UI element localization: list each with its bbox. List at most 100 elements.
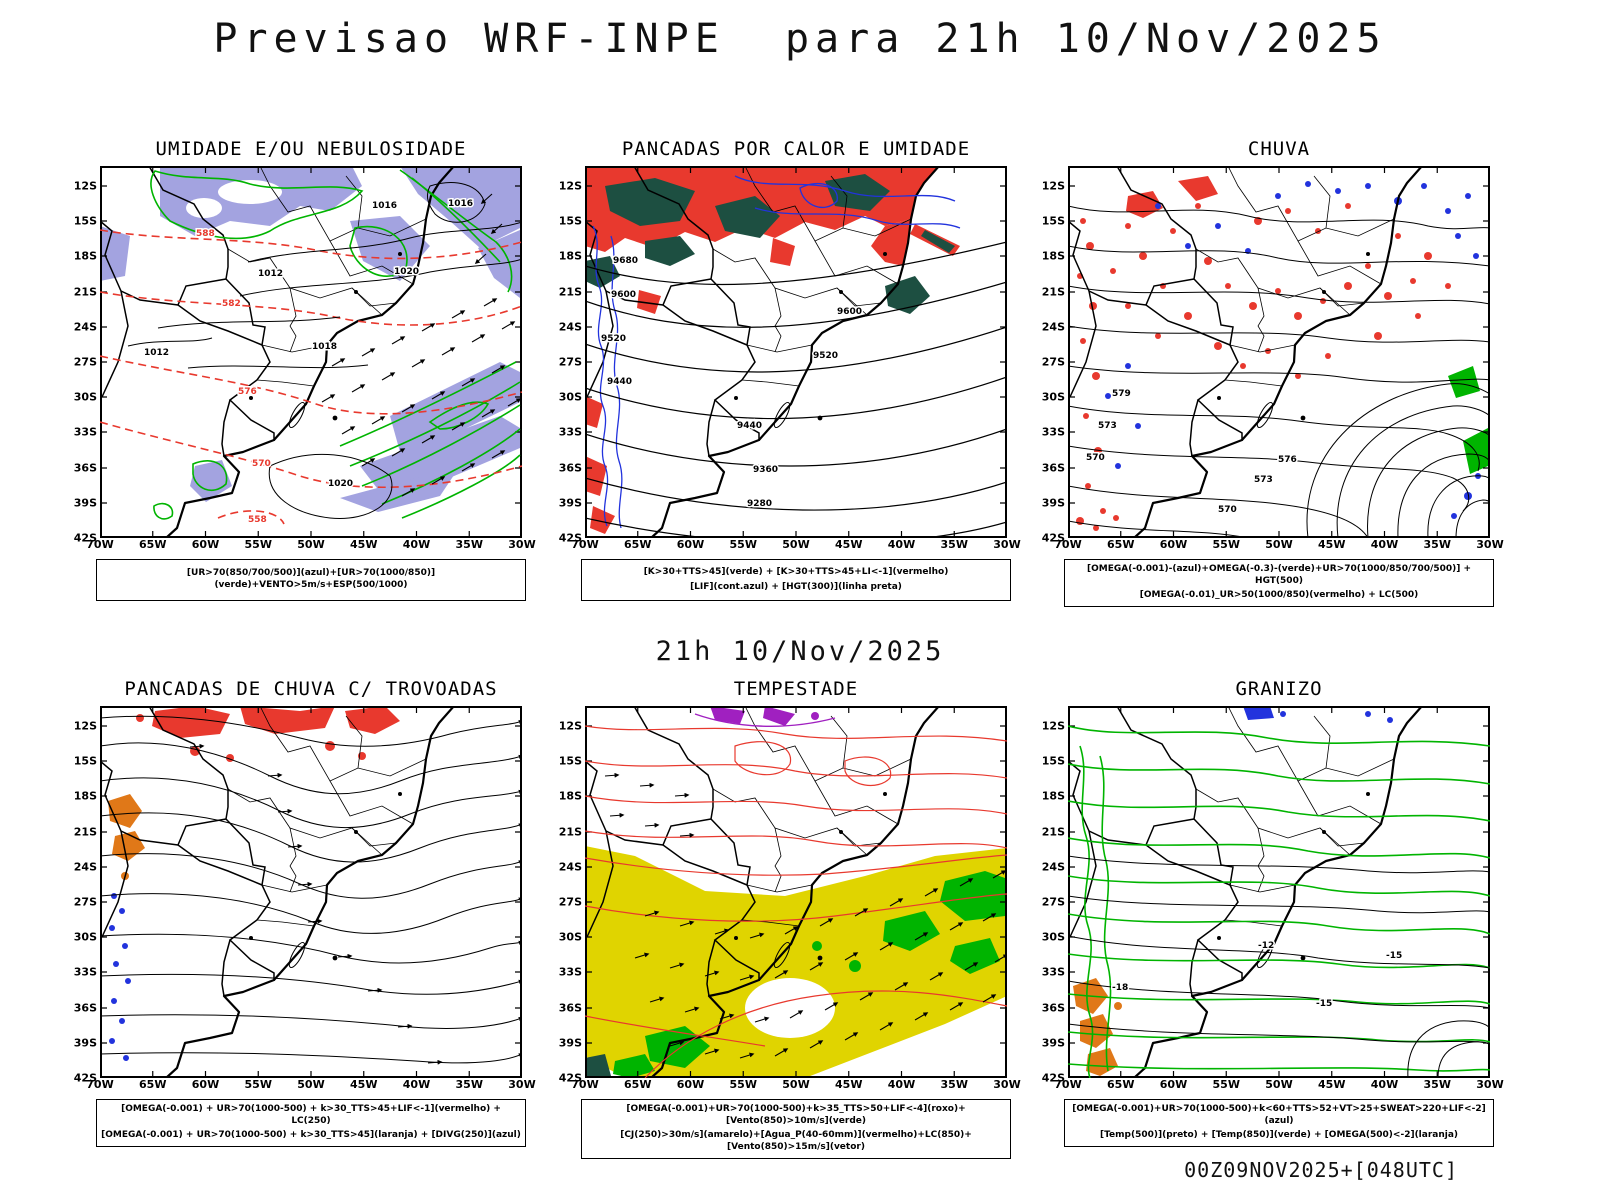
- contour-labels: 588 582 576 570 558 1016 1012 1016 1018 1020 1012 1…: [143, 198, 475, 527]
- map-granizo: -12 -15 -18 -15: [1068, 706, 1490, 1078]
- lat-tick-label: 24S: [1041, 320, 1065, 334]
- lat-tick-label: 12S: [73, 179, 97, 193]
- caption-box-chuva: [OMEGA(-0.001)-(azul)+OMEGA(-0.3)-(verde…: [1064, 559, 1494, 608]
- lat-tick-label: 18S: [73, 249, 97, 263]
- latitude-axis: 12S 15S 18S 21S 24S 27S 30S 33S 36S 39S 42S: [551, 706, 585, 1084]
- lon-tick-label: 45W: [835, 1078, 863, 1091]
- lon-tick-label: 65W: [139, 1078, 167, 1091]
- lat-tick-label: 24S: [73, 320, 97, 334]
- svg-text:9440: 9440: [607, 377, 632, 387]
- lon-tick-label: 50W: [297, 1078, 325, 1091]
- lon-tick-label: 55W: [729, 1078, 757, 1091]
- panel-pancadas-calor: PANCADAS POR CALOR E UMIDADE 12S 15S 18S 21…: [551, 138, 1021, 601]
- lat-tick-label: 39S: [73, 496, 97, 510]
- panel-title-umidade: UMIDADE E/OU NEBULOSIDADE: [155, 138, 467, 160]
- svg-text:558: 558: [248, 515, 267, 525]
- svg-text:1016: 1016: [372, 201, 397, 211]
- svg-text:1012: 1012: [258, 269, 283, 279]
- lon-tick-label: 35W: [1423, 1078, 1451, 1091]
- lat-tick-label: 27S: [73, 355, 97, 369]
- lat-tick-label: 27S: [1041, 895, 1065, 909]
- lon-tick-label: 55W: [729, 538, 757, 551]
- lon-tick-label: 65W: [1107, 538, 1135, 551]
- caption-box-umidade: [UR>70(850/700/500)](azul)+[UR>70(1000/8…: [96, 559, 526, 601]
- thunderstorm-shading-layer: [108, 706, 400, 1061]
- svg-text:-12: -12: [1258, 941, 1274, 951]
- lat-tick-label: 30S: [558, 390, 582, 404]
- lat-tick-label: 42S: [73, 531, 97, 545]
- lon-tick-label: 60W: [676, 538, 705, 551]
- panel-title-trovoadas: PANCADAS DE CHUVA C/ TROVOADAS: [124, 678, 498, 700]
- lon-tick-label: 65W: [624, 538, 652, 551]
- lon-tick-label: 55W: [244, 538, 272, 551]
- lat-tick-label: 36S: [1041, 461, 1065, 475]
- lon-tick-label: 30W: [993, 538, 1021, 551]
- lat-tick-label: 42S: [1041, 531, 1065, 545]
- lat-tick-label: 27S: [1041, 355, 1065, 369]
- lon-tick-label: 60W: [1159, 538, 1188, 551]
- lat-tick-label: 15S: [1041, 754, 1065, 768]
- valid-time-label: 21h 10/Nov/2025: [655, 636, 945, 667]
- longitude-axis: 70W 65W 60W 55W 50W 45W 40W 35W 30W: [571, 1078, 1020, 1094]
- svg-text:9440: 9440: [737, 421, 762, 431]
- lifted-index-contours: [592, 175, 961, 529]
- map-canvas-umidade: 588 582 576 570 558 1016 1012 1016 1018 1020 1012 1…: [100, 166, 522, 538]
- lat-tick-label: 33S: [1041, 965, 1065, 979]
- lon-tick-label: 50W: [782, 538, 810, 551]
- svg-text:1016: 1016: [448, 199, 473, 209]
- caption-line: [OMEGA(-0.001)+UR>70(1000-500)+k<60+TTS>…: [1072, 1104, 1486, 1126]
- lat-tick-label: 42S: [73, 1071, 97, 1085]
- svg-text:-15: -15: [1316, 999, 1332, 1009]
- lon-tick-label: 30W: [508, 1078, 536, 1091]
- lat-tick-label: 15S: [1041, 214, 1065, 228]
- caption-box-tempestade: [OMEGA(-0.001)+UR>70(1000-500)+k>35_TTS>…: [581, 1099, 1011, 1159]
- lon-tick-label: 35W: [455, 538, 483, 551]
- latitude-axis: 12S 15S 18S 21S 24S 27S 30S 33S 36S 39S 42S: [1034, 166, 1068, 544]
- lon-tick-label: 65W: [1107, 1078, 1135, 1091]
- lat-tick-label: 27S: [558, 355, 582, 369]
- instability-shading-layer: [585, 166, 960, 534]
- lon-tick-label: 70W: [1054, 1078, 1082, 1091]
- height-500-contours: [1068, 205, 1490, 538]
- panel-title-tempestade: TEMPESTADE: [733, 678, 859, 700]
- lon-tick-label: 65W: [624, 1078, 652, 1091]
- lat-tick-label: 12S: [1041, 719, 1065, 733]
- lat-tick-label: 30S: [1041, 930, 1065, 944]
- svg-text:579: 579: [1112, 389, 1131, 399]
- latitude-axis: 12S 15S 18S 21S 24S 27S 30S 33S 36S 39S 42S: [551, 166, 585, 544]
- map-pancadas-calor: 9680 9600 9520 9440 9600 9520 9440 9360 9280: [585, 166, 1007, 538]
- lon-tick-label: 35W: [455, 1078, 483, 1091]
- lon-tick-label: 30W: [508, 538, 536, 551]
- panel-chuva: CHUVA 12S 15S 18S 21S 24S 27S 30S 33S 36S 39S 42S: [1034, 138, 1504, 608]
- lon-tick-label: 45W: [350, 1078, 378, 1091]
- map-tempestade: [585, 706, 1007, 1078]
- lon-tick-label: 30W: [1476, 538, 1504, 551]
- svg-text:576: 576: [238, 387, 257, 397]
- lon-tick-label: 55W: [1212, 1078, 1240, 1091]
- lat-tick-label: 21S: [73, 825, 97, 839]
- lon-tick-label: 60W: [191, 1078, 220, 1091]
- lon-tick-label: 40W: [1370, 1078, 1399, 1091]
- lat-tick-label: 30S: [73, 390, 97, 404]
- lat-tick-label: 33S: [1041, 425, 1065, 439]
- temp-850-contours: [1068, 725, 1490, 1078]
- map-canvas-granizo: -12 -15 -18 -15: [1068, 706, 1490, 1078]
- panel-tempestade: TEMPESTADE 12S 15S 18S 21S 24S 27S 30S 33S 36S 39…: [551, 678, 1021, 1159]
- lon-tick-label: 45W: [350, 538, 378, 551]
- lat-tick-label: 30S: [73, 930, 97, 944]
- svg-text:588: 588: [196, 229, 215, 239]
- svg-text:576: 576: [1278, 455, 1297, 465]
- svg-text:570: 570: [252, 459, 271, 469]
- lat-tick-label: 12S: [558, 719, 582, 733]
- lat-tick-label: 15S: [73, 754, 97, 768]
- green-humidity-contours: [150, 169, 521, 520]
- lat-tick-label: 24S: [558, 320, 582, 334]
- lon-tick-label: 70W: [86, 538, 114, 551]
- lon-tick-label: 45W: [835, 538, 863, 551]
- lat-tick-label: 21S: [73, 285, 97, 299]
- lat-tick-label: 24S: [73, 860, 97, 874]
- lat-tick-label: 21S: [558, 825, 582, 839]
- lon-tick-label: 40W: [887, 1078, 916, 1091]
- svg-text:9600: 9600: [837, 307, 862, 317]
- lon-tick-label: 35W: [1423, 538, 1451, 551]
